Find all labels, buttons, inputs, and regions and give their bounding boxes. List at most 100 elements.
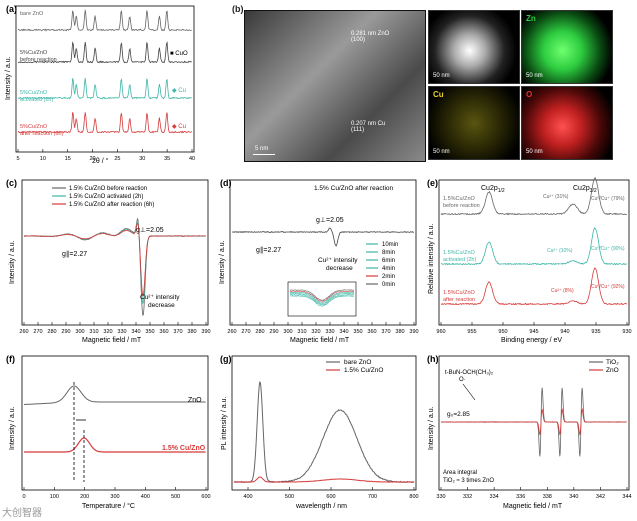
d-tick: 350 xyxy=(353,329,362,335)
f-tick: 0 xyxy=(22,494,25,500)
d-tick: 390 xyxy=(409,329,418,335)
panel-g-ylabel: PL intensity / a.u. xyxy=(221,397,228,450)
panel-e-xlabel: Binding energy / eV xyxy=(501,337,562,344)
a-tick: 5 xyxy=(16,156,19,162)
panel-c-label: (c) xyxy=(6,178,17,188)
c-gperp: g⊥=2.05 xyxy=(136,227,164,234)
c-tick: 310 xyxy=(89,329,98,335)
tem-annotation-cu: 0.207 nm Cu (111) xyxy=(351,121,391,133)
e-pct-0a: Cu²⁺ (31%) xyxy=(543,194,569,200)
d-tick: 260 xyxy=(227,329,236,335)
e-peak-2: Cu2p3/2 xyxy=(573,185,597,194)
legend-d-0: 10min xyxy=(382,242,398,248)
pl-zno xyxy=(234,382,414,482)
g-tick: 500 xyxy=(285,494,294,500)
panel-e-label: (e) xyxy=(427,178,438,188)
c-tick: 290 xyxy=(61,329,70,335)
h-tick: 342 xyxy=(596,494,605,500)
d-gpar: g∥=2.27 xyxy=(256,246,281,254)
e-tick: 960 xyxy=(436,329,445,335)
h-tick: 344 xyxy=(622,494,631,500)
legend-cu-2: ◆ Cu xyxy=(172,124,186,130)
panel-a-label: (a) xyxy=(6,4,17,14)
legend-d-4: 2min xyxy=(382,274,395,280)
tpd-zno xyxy=(24,386,206,405)
map-cu-label: Cu xyxy=(433,90,444,99)
d-tick: 360 xyxy=(367,329,376,335)
c-gpar: g∥=2.27 xyxy=(62,250,87,258)
d-note-2: decrease xyxy=(326,265,353,272)
f-series-cu: 1.5% Cu/ZnO xyxy=(162,445,206,452)
c-tick: 370 xyxy=(173,329,182,335)
map-zn-scale: 50 nm xyxy=(526,73,543,79)
tem-scale-label: 5 nm xyxy=(255,146,268,152)
e-spec-1b: activated (2h) xyxy=(443,257,476,263)
legend-g-0: bare ZnO xyxy=(344,359,371,366)
h-tick: 336 xyxy=(516,494,525,500)
legend-d-2: 6min xyxy=(382,258,395,264)
e-spec-1: 1.5%Cu/ZnO xyxy=(443,250,476,256)
e-peak-1: Cu2p1/2 xyxy=(481,185,505,194)
h-radical-o: O· xyxy=(459,377,466,383)
d-tick: 280 xyxy=(255,329,264,335)
c-tick: 280 xyxy=(47,329,56,335)
panel-a-xrd: (a) 5 10 15 20 25 30 35 40 2θ / ° Intensity / a… xyxy=(0,0,200,165)
h-radical: t-BuN-OCH(CH₃)₂ xyxy=(445,370,494,376)
h-note-2: TiO₂ ≈ 3 times ZnO xyxy=(443,478,494,484)
panel-h-label: (h) xyxy=(427,354,439,364)
e-tick: 930 xyxy=(622,329,631,335)
map-haadf: 50 nm xyxy=(428,10,520,84)
g-tick: 700 xyxy=(368,494,377,500)
a-tick: 25 xyxy=(114,156,120,162)
e-tick: 940 xyxy=(560,329,569,335)
c-tick: 350 xyxy=(145,329,154,335)
f-tick: 300 xyxy=(110,494,119,500)
f-tick: 100 xyxy=(50,494,59,500)
e-pct-1a: Cu²⁺ (10%) xyxy=(547,248,573,254)
trace-label-after2: after reaction (6h) xyxy=(20,131,64,137)
c-tick: 360 xyxy=(159,329,168,335)
map-o-label: O xyxy=(526,90,532,99)
map-haadf-scale: 50 nm xyxy=(433,73,450,79)
legend-cu-1: ◆ Cu xyxy=(172,88,186,94)
d-tick: 340 xyxy=(339,329,348,335)
map-zn-label: Zn xyxy=(526,14,536,23)
c-tick: 380 xyxy=(187,329,196,335)
e-pct-0b: Cu⁰/Cu⁺ (79%) xyxy=(591,196,625,202)
c-tick: 320 xyxy=(103,329,112,335)
c-note-2: decrease xyxy=(148,302,175,309)
h-tick: 332 xyxy=(463,494,472,500)
panel-b-label: (b) xyxy=(232,4,244,14)
a-tick: 30 xyxy=(139,156,145,162)
map-cu-scale: 50 nm xyxy=(433,149,450,155)
panel-d-title: 1.5% Cu/ZnO after reaction xyxy=(314,185,394,192)
d-tick: 330 xyxy=(325,329,334,335)
panel-g-pl: (g) 400 500 600 700 800 bare ZnO 1.5% Cu/ZnO… xyxy=(218,350,423,510)
tem-annotation-zno: 0.281 nm ZnO (100) xyxy=(351,31,391,43)
panel-a-xlabel: 2θ / ° xyxy=(92,157,109,165)
c-tick: 340 xyxy=(131,329,140,335)
legend-d-3: 4min xyxy=(382,266,395,272)
c-tick: 270 xyxy=(33,329,42,335)
g-tick: 600 xyxy=(326,494,335,500)
a-tick: 35 xyxy=(164,156,170,162)
a-tick: 40 xyxy=(189,156,195,162)
f-tick: 500 xyxy=(171,494,180,500)
h-tick: 334 xyxy=(490,494,499,500)
e-tick: 955 xyxy=(467,329,476,335)
h-note-1: Area integral xyxy=(443,470,477,476)
legend-h-1: ZnO xyxy=(606,367,619,374)
e-pct-2a: Cu²⁺ (8%) xyxy=(551,288,574,294)
trace-label-activated: 5%Cu/ZnO xyxy=(20,90,48,96)
map-o-scale: 50 nm xyxy=(526,149,543,155)
legend-c-0: 1.5% Cu/ZnO before reaction xyxy=(69,186,147,192)
c-tick: 300 xyxy=(75,329,84,335)
xrd-trace-0 xyxy=(18,10,192,31)
trace-label-bare-zno: bare ZnO xyxy=(20,11,44,17)
h-tick: 340 xyxy=(569,494,578,500)
panel-h-epr: (h) 330 332 334 336 338 340 342 344 t-BuN-OCH(C… xyxy=(425,350,637,510)
legend-d-5: 0min xyxy=(382,282,395,288)
e-tick: 950 xyxy=(498,329,507,335)
d-tick: 370 xyxy=(381,329,390,335)
e-spec-0b: before reaction xyxy=(443,203,480,209)
